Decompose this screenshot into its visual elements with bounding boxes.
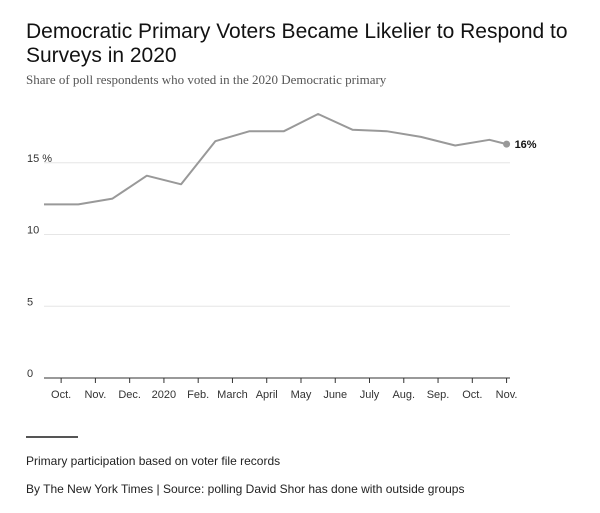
series-layer: 16% <box>44 113 537 206</box>
x-tick-label: 2020 <box>152 389 176 401</box>
series-line <box>44 113 507 206</box>
chart-note: Primary participation based on voter fil… <box>26 454 281 468</box>
x-tick-label: April <box>256 389 278 401</box>
y-tick-label: 15 % <box>27 153 52 165</box>
chart-title: Democratic Primary Voters Became Likelie… <box>26 20 568 67</box>
y-axis-labels: 0 5 10 15 % <box>27 153 52 380</box>
x-tick-label: Sep. <box>427 389 450 401</box>
chart-credit: By The New York Times | Source: polling … <box>26 482 465 496</box>
x-tick-label: Nov. <box>496 389 518 401</box>
x-tick-label: Oct. <box>51 389 71 401</box>
y-tick-label: 5 <box>27 296 33 308</box>
chart-subtitle: Share of poll respondents who voted in t… <box>26 72 387 87</box>
x-axis: Oct. Nov. Dec. 2020 Feb. March April May June Jul… <box>44 377 518 401</box>
x-tick-label: Oct. <box>462 389 482 401</box>
x-tick-label: Nov. <box>84 389 106 401</box>
x-tick-label: May <box>291 389 312 401</box>
x-tick-label: June <box>323 389 347 401</box>
y-tick-label: 10 <box>27 225 39 237</box>
end-point-marker <box>503 140 511 148</box>
end-value-label: 16% <box>515 139 537 151</box>
grid-lines <box>44 162 510 307</box>
line-chart: 0 5 10 15 % Oct. Nov. Dec. 2020 Feb. March April M… <box>27 113 537 401</box>
x-tick-label: Aug. <box>392 389 415 401</box>
x-tick-label: Feb. <box>187 389 209 401</box>
y-tick-label: 0 <box>27 368 33 380</box>
x-tick-label: March <box>217 389 248 401</box>
x-tick-label: Dec. <box>118 389 141 401</box>
x-tick-label: July <box>360 389 380 401</box>
legend-line-swatch <box>26 436 78 438</box>
